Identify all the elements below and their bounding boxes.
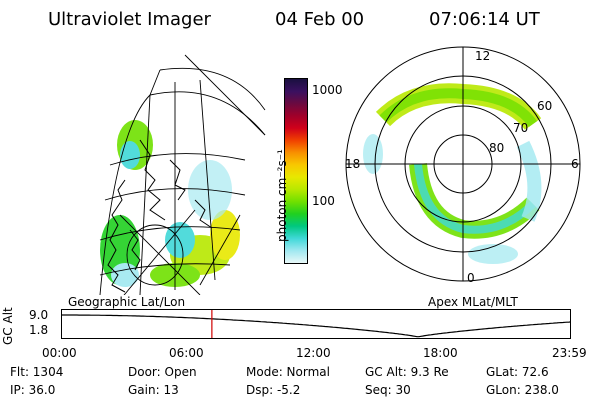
info-mode: Mode: Normal [246,365,330,379]
colorbar-gradient [285,79,307,263]
apex-auroral-oval [363,83,542,264]
geo-auroral-emission [100,120,240,287]
info-flight: Flt: 1304 [10,365,64,379]
mlt-label-12: 12 [475,49,490,63]
orbit-ytick-high: 9.0 [29,308,49,322]
mlt-label-18: 18 [345,157,360,171]
orbit-ylabel: GC Alt [1,307,15,345]
info-gc-alt: GC Alt: 9.3 Re [365,365,449,379]
instrument-title: Ultraviolet Imager [48,9,211,30]
apex-grid [345,46,581,282]
lat-label-80: 80 [489,141,504,155]
info-glon: GLon: 238.0 [486,383,559,397]
info-dsp: Dsp: -5.2 [246,383,301,397]
lat-label-70: 70 [513,121,528,135]
time-label: 07:06:14 UT [429,9,540,30]
info-seq: Seq: 30 [365,383,411,397]
date-label: 04 Feb 00 [275,9,365,30]
info-gain: Gain: 13 [128,383,179,397]
geo-grid [99,54,266,295]
geo-panel-label: Geographic Lat/Lon [68,295,186,309]
colorbar [284,78,308,264]
apex-polar-plot: 12 18 6 0 60 70 80 [345,46,581,284]
orbit-xtick-1800: 18:00 [423,346,458,360]
lat-label-60: 60 [537,99,552,113]
orbit-ytick-low: 1.8 [29,323,49,337]
orbit-xtick-0600: 06:00 [169,346,204,360]
colorbar-tick-1000: 1000 [312,83,343,97]
orbit-altitude-plot [61,309,571,339]
info-ip: IP: 36.0 [10,383,56,397]
mlt-label-0: 0 [467,271,475,284]
info-door: Door: Open [128,365,197,379]
coastlines [107,139,213,293]
colorbar-tick-100: 100 [312,194,335,208]
info-glat: GLat: 72.6 [486,365,549,379]
colorbar-unit-label: photon cm⁻²s⁻¹ [275,149,289,242]
mlt-label-6: 6 [571,157,579,171]
orbit-xtick-0000: 00:00 [42,346,77,360]
geographic-map [99,54,266,295]
orbit-xtick-1200: 12:00 [296,346,331,360]
apex-panel-label: Apex MLat/MLT [428,295,518,309]
orbit-xtick-2359: 23:59 [552,346,587,360]
orbit-altitude-curve [61,314,571,338]
